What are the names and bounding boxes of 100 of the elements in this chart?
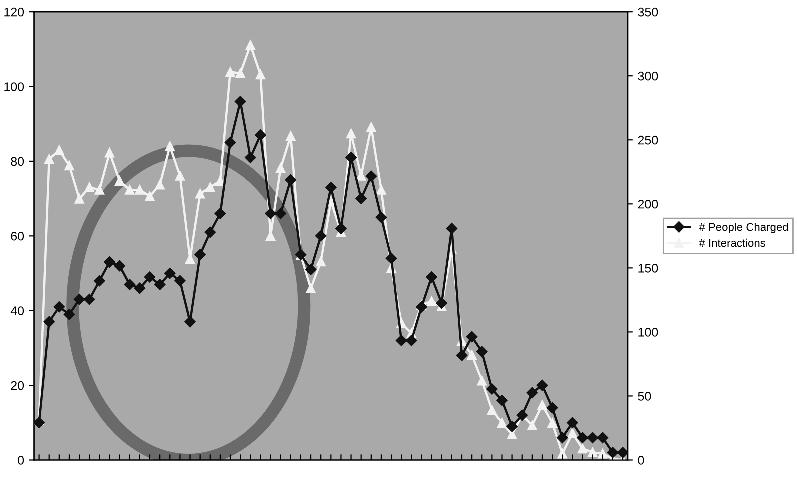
point (598, 448, 608, 459)
point (476, 346, 488, 358)
y2-tick-label: 250 (638, 136, 658, 145)
point (336, 223, 347, 234)
y-tick-label: 80 (11, 157, 24, 166)
point (134, 282, 146, 294)
point (265, 208, 276, 220)
point (446, 223, 458, 234)
point (216, 176, 226, 186)
y-tick-label: 100 (4, 82, 24, 92)
point (528, 420, 538, 431)
point (226, 67, 236, 78)
point (356, 193, 367, 204)
point (94, 185, 105, 195)
point (125, 185, 135, 195)
point (597, 432, 608, 444)
point (245, 152, 256, 164)
point (276, 163, 286, 174)
point (214, 208, 226, 220)
point (236, 68, 246, 78)
point (557, 432, 568, 444)
point (315, 230, 327, 242)
point (386, 252, 398, 264)
point (94, 275, 106, 287)
point (104, 148, 115, 158)
point (587, 432, 598, 444)
point (224, 137, 236, 148)
point (396, 335, 408, 346)
y2-tick-label: 150 (638, 264, 658, 273)
point (436, 298, 448, 309)
point (306, 284, 316, 294)
legend-label: # People Charged (699, 223, 788, 234)
point (194, 249, 206, 260)
point (256, 70, 266, 80)
point (426, 272, 438, 283)
y2-tick-label: 50 (638, 392, 652, 401)
point (617, 447, 628, 458)
point (275, 208, 286, 220)
point (346, 152, 357, 164)
point (567, 417, 578, 429)
point (568, 428, 578, 438)
point (54, 302, 66, 313)
point (588, 448, 598, 458)
point (114, 176, 125, 186)
point (144, 272, 156, 283)
point (466, 331, 478, 343)
point (74, 194, 84, 204)
point (546, 402, 558, 414)
point (114, 260, 126, 272)
point (548, 418, 558, 428)
point (376, 212, 388, 224)
point (507, 430, 518, 440)
point (195, 189, 206, 199)
point (607, 447, 619, 458)
point (467, 350, 477, 360)
point (346, 128, 356, 139)
point (487, 405, 498, 416)
point (406, 335, 418, 346)
point (366, 122, 376, 132)
point (496, 394, 508, 406)
point (246, 40, 256, 50)
point (165, 142, 175, 152)
y2-tick-label: 350 (638, 8, 658, 17)
point (456, 350, 468, 362)
point (285, 174, 297, 186)
point (426, 296, 437, 306)
y-tick-label: 0 (18, 456, 24, 465)
point (366, 170, 378, 182)
point (356, 171, 366, 181)
y-tick-label: 40 (10, 306, 24, 316)
point (234, 96, 246, 108)
y2-tick-label: 100 (638, 328, 658, 337)
y2-tick-label: 300 (638, 72, 658, 81)
point (578, 444, 588, 454)
point (84, 182, 94, 192)
point (538, 400, 548, 410)
point (44, 316, 55, 328)
point (104, 256, 116, 268)
point (536, 380, 548, 392)
y-tick-label: 120 (4, 8, 24, 17)
point (64, 160, 74, 171)
point (316, 256, 326, 267)
point (74, 294, 86, 306)
point (124, 279, 136, 290)
point (286, 131, 296, 142)
point (305, 264, 317, 276)
point (497, 418, 508, 428)
y2-tick-label: 0 (638, 456, 644, 465)
point (135, 185, 145, 195)
point (506, 421, 518, 432)
point (64, 308, 76, 320)
point (54, 146, 64, 156)
point (376, 185, 386, 195)
point (526, 387, 538, 399)
point (486, 384, 498, 395)
point (145, 192, 155, 202)
point (477, 376, 487, 386)
point (416, 302, 428, 313)
point (184, 316, 196, 328)
point (174, 275, 186, 287)
